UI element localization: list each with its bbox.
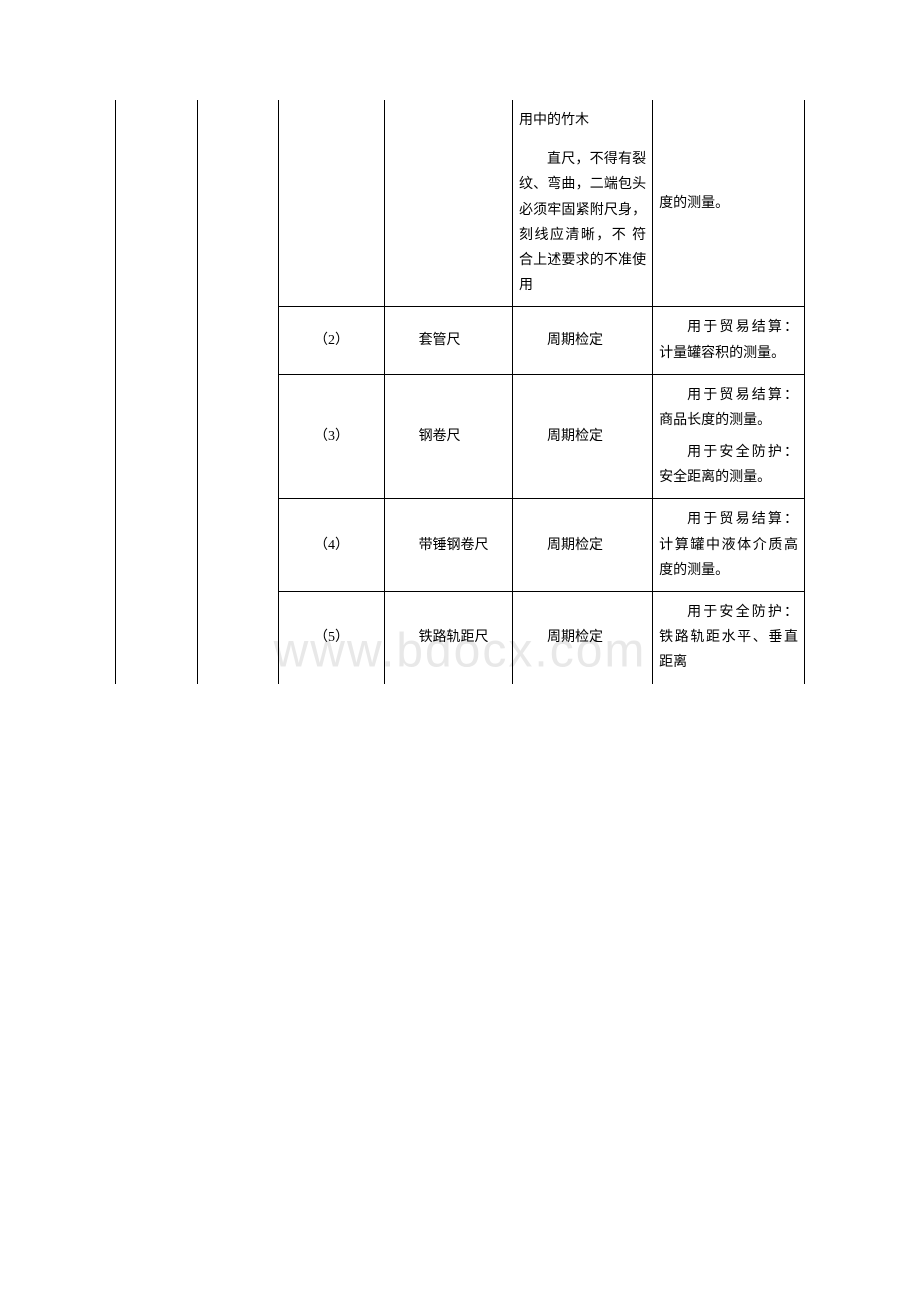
cell-text: 钢卷尺 xyxy=(391,424,506,449)
table-cell-name xyxy=(384,100,512,307)
cell-text: 带锤钢卷尺 xyxy=(391,533,506,558)
table-cell-name: 铁路轨距尺 xyxy=(384,592,512,684)
table-cell-method: 周期检定 xyxy=(513,499,653,592)
table-cell-name: 套管尺 xyxy=(384,307,512,374)
cell-text: 用于安全防护：安全距离的测量。 xyxy=(659,440,798,490)
table-cell-name: 钢卷尺 xyxy=(384,374,512,499)
table-cell-index: （2） xyxy=(279,307,384,374)
table-cell-usage: 用于贸易结算：计算罐中液体介质高度的测量。 xyxy=(653,499,805,592)
table-cell-index: （3） xyxy=(279,374,384,499)
table-cell-usage: 度的测量。 xyxy=(653,100,805,307)
cell-text: 周期检定 xyxy=(519,328,646,353)
table-row: 用中的竹木 直尺，不得有裂纹、弯曲，二端包头 必须牢固紧附尺身，刻线应清晰，不 … xyxy=(116,100,805,307)
cell-text: 铁路轨距尺 xyxy=(391,625,506,650)
cell-text: （2） xyxy=(314,333,349,348)
cell-text: 用于安全防护：铁路轨距水平、垂直距离 xyxy=(659,600,798,676)
table-cell-col2 xyxy=(197,100,279,684)
table-cell-index: （5） xyxy=(279,592,384,684)
table-cell-index xyxy=(279,100,384,307)
table-cell-index: （4） xyxy=(279,499,384,592)
cell-text: （4） xyxy=(314,538,349,553)
document-table: 用中的竹木 直尺，不得有裂纹、弯曲，二端包头 必须牢固紧附尺身，刻线应清晰，不 … xyxy=(115,100,805,684)
cell-text: 度的测量。 xyxy=(659,196,729,211)
table-cell-col1 xyxy=(116,100,198,684)
table-cell-method: 用中的竹木 直尺，不得有裂纹、弯曲，二端包头 必须牢固紧附尺身，刻线应清晰，不 … xyxy=(513,100,653,307)
cell-text: 用中的竹木 xyxy=(519,108,646,133)
cell-text: 用于贸易结算：计算罐中液体介质高度的测量。 xyxy=(659,507,798,583)
table-cell-usage: 用于贸易结算：计量罐容积的测量。 xyxy=(653,307,805,374)
table-cell-method: 周期检定 xyxy=(513,592,653,684)
table-cell-name: 带锤钢卷尺 xyxy=(384,499,512,592)
table-cell-method: 周期检定 xyxy=(513,374,653,499)
cell-text: 周期检定 xyxy=(519,424,646,449)
cell-text: 直尺，不得有裂纹、弯曲，二端包头 必须牢固紧附尺身，刻线应清晰，不 符 合上述要… xyxy=(519,147,646,298)
cell-text: （3） xyxy=(314,429,349,444)
cell-text: 周期检定 xyxy=(519,625,646,650)
cell-text: （5） xyxy=(314,630,349,645)
table-cell-method: 周期检定 xyxy=(513,307,653,374)
cell-text: 用于贸易结算：商品长度的测量。 xyxy=(659,383,798,433)
cell-text: 套管尺 xyxy=(391,328,506,353)
cell-text: 用于贸易结算：计量罐容积的测量。 xyxy=(659,315,798,365)
cell-text: 周期检定 xyxy=(519,533,646,558)
table-cell-usage: 用于安全防护：铁路轨距水平、垂直距离 xyxy=(653,592,805,684)
table-cell-usage: 用于贸易结算：商品长度的测量。 用于安全防护：安全距离的测量。 xyxy=(653,374,805,499)
